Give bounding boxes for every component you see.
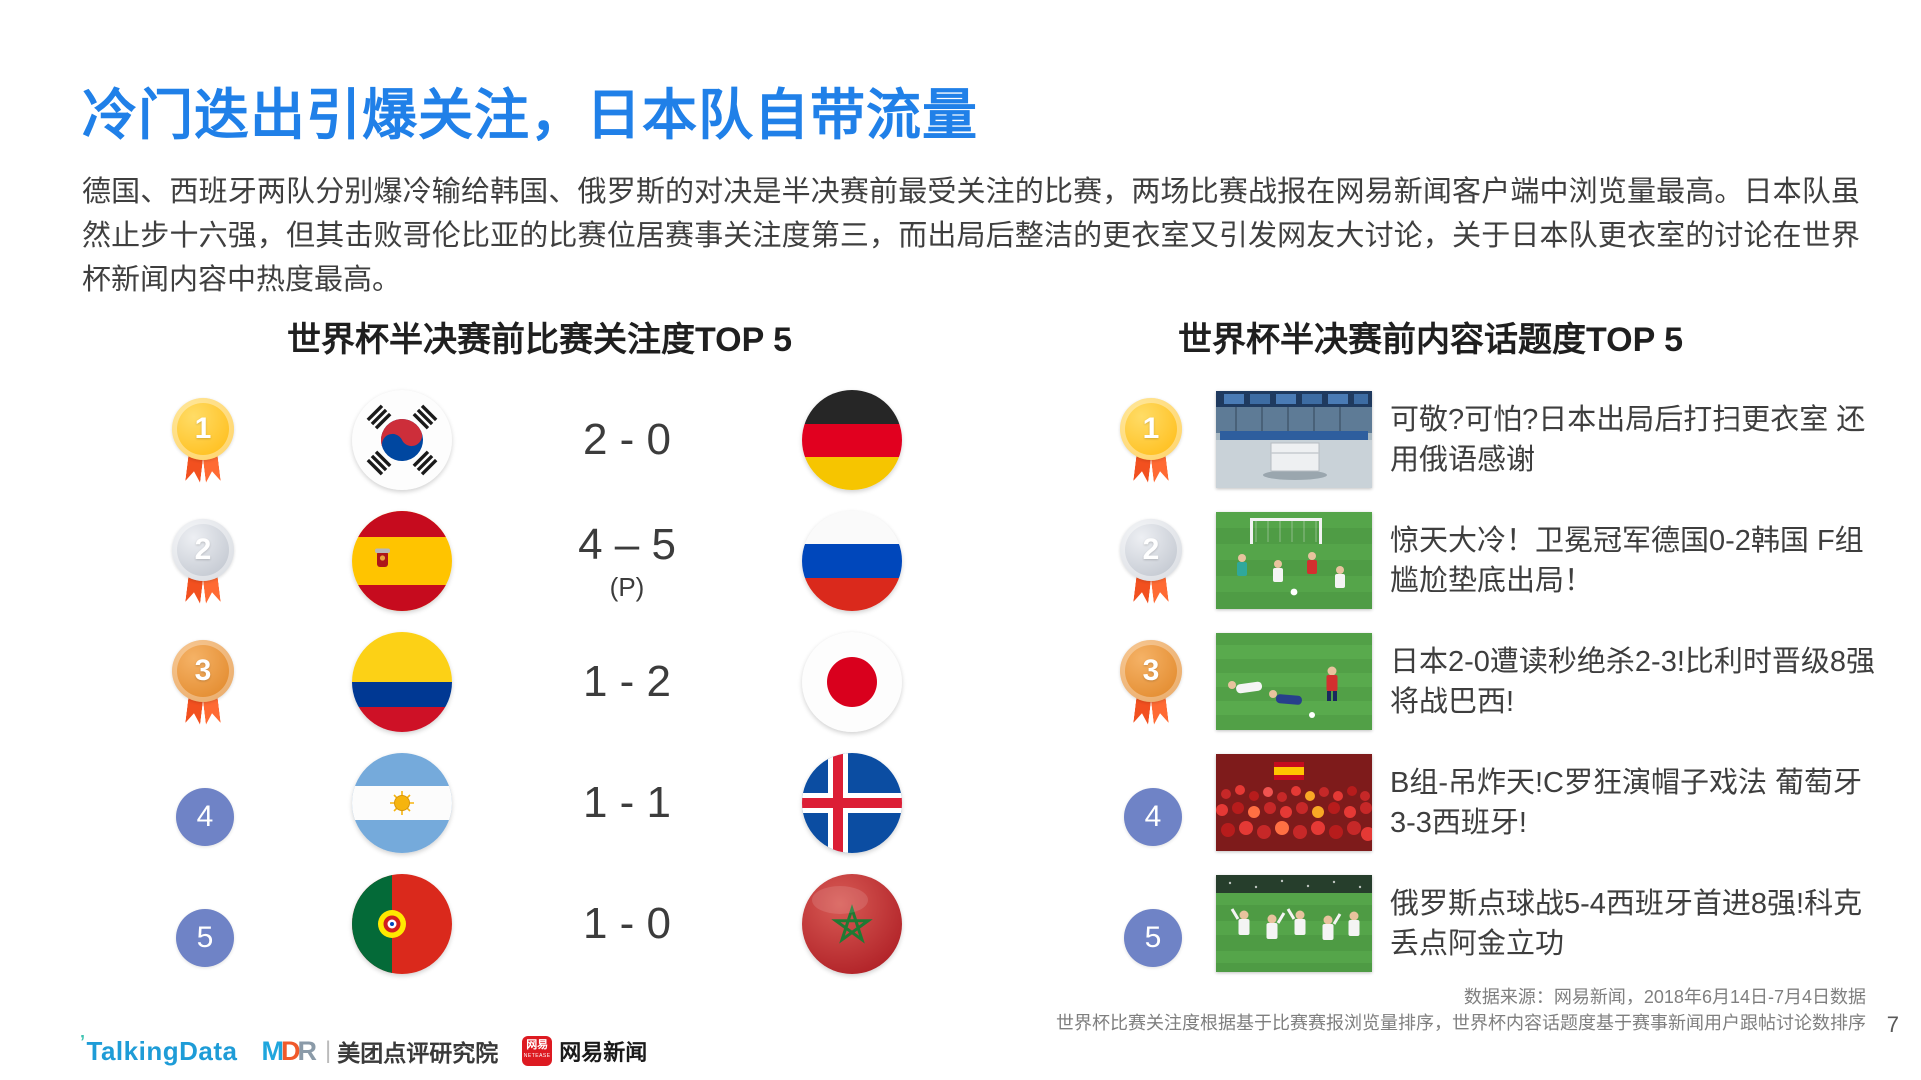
flag-colombia-icon: [352, 632, 452, 732]
logo-divider: |: [324, 1037, 332, 1064]
mdr-letter-r: R: [297, 1035, 317, 1066]
rank-5-badge: 5: [1120, 882, 1182, 978]
footer-logos: ’ TalkingData M D R | 美团点评研究院 网易 NETEASE…: [80, 1032, 647, 1068]
flag-russia-icon: [802, 511, 902, 611]
score-block: 1 - 0: [542, 868, 712, 980]
rank-1-medal-icon: 1: [172, 398, 234, 494]
talkingdata-tick-icon: ’: [80, 1031, 86, 1052]
topic-row-5: 5 俄罗斯点球战5-4西班牙首进8强!科克丢点阿金立功: [1118, 868, 1888, 980]
flag-spain-icon: [352, 511, 452, 611]
news-headline: 可敬?可怕?日本出局后打扫更衣室 还用俄语感谢: [1390, 404, 1866, 476]
rank-4-badge: 4: [172, 761, 234, 857]
match-row-1: 1 2 - 0: [170, 384, 930, 496]
score-block: 1 - 2: [542, 626, 712, 738]
score-block: 4 – 5 (P): [542, 505, 712, 617]
topic-row-4: 4 B组-吊炸天!C罗狂演帽子戏法 葡萄牙3-3西班牙!: [1118, 747, 1888, 859]
rank-5-badge: 5: [172, 882, 234, 978]
rank-1-medal-icon: 1: [1120, 398, 1182, 494]
rank-3-medal-icon: 3: [172, 640, 234, 736]
match-score: 4 – 5: [578, 519, 676, 569]
flag-portugal-icon: [352, 874, 452, 974]
netease-icon-sub: NETEASE: [523, 1053, 551, 1059]
page-number: 7: [1886, 1012, 1899, 1037]
flag-iceland-icon: [802, 753, 902, 853]
match-score: 2 - 0: [582, 415, 672, 464]
flag-argentina-icon: [352, 753, 452, 853]
news-headline: 惊天大冷！卫冕冠军德国0-2韩国 F组尴尬垫底出局！: [1390, 525, 1864, 597]
rank-number: 1: [1120, 398, 1182, 460]
flag-south-korea-icon: [352, 390, 452, 490]
news-headline: 日本2-0遭读秒绝杀2-3!比利时晋级8强将战巴西!: [1390, 646, 1876, 718]
germany-korea-match-photo: [1216, 512, 1372, 609]
meituan-research-label: 美团点评研究院: [337, 1040, 499, 1066]
match-row-2: 2 4 – 5 (P): [170, 505, 930, 617]
match-score: 1 - 0: [582, 899, 672, 948]
news-headline: B组-吊炸天!C罗狂演帽子戏法 葡萄牙3-3西班牙!: [1390, 767, 1863, 839]
rank-number: 5: [1124, 909, 1182, 967]
rank-number: 2: [172, 519, 234, 581]
penalty-note: (P): [609, 571, 645, 602]
rank-number: 4: [1124, 788, 1182, 846]
netease-news-label: 网易新闻: [559, 1040, 648, 1065]
netease-icon: 网易 NETEASE: [522, 1036, 553, 1066]
rank-2-medal-icon: 2: [172, 519, 234, 615]
page-title: 冷门迭出引爆关注，日本队自带流量: [82, 84, 979, 146]
locker-room-photo: [1216, 391, 1372, 488]
left-panel-heading: 世界杯半决赛前比赛关注度TOP 5: [287, 321, 793, 359]
rank-number: 2: [1120, 519, 1182, 581]
mdr-letter-d: D: [280, 1035, 301, 1066]
flag-morocco-icon: [802, 874, 902, 974]
meituan-dianping-research-logo: M D R | 美团点评研究院: [261, 1034, 498, 1068]
talkingdata-wordmark: TalkingData: [86, 1035, 238, 1066]
intro-paragraph: 德国、西班牙两队分别爆冷输给韩国、俄罗斯的对决是半决赛前最受关注的比赛，两场比赛…: [82, 176, 1860, 296]
rank-number: 1: [172, 398, 234, 460]
match-row-5: 5 1 - 0: [170, 868, 930, 980]
score-block: 1 - 1: [542, 747, 712, 859]
news-headline: 俄罗斯点球战5-4西班牙首进8强!科克丢点阿金立功: [1390, 888, 1863, 960]
rank-3-medal-icon: 3: [1120, 640, 1182, 736]
rank-number: 4: [176, 788, 234, 846]
japan-belgium-match-photo: [1216, 633, 1372, 730]
netease-news-logo: 网易 NETEASE 网易新闻: [522, 1035, 647, 1067]
source-line-1: 数据来源：网易新闻，2018年6月14日-7月4日数据: [1463, 987, 1866, 1007]
match-score: 1 - 1: [582, 778, 672, 827]
rank-2-medal-icon: 2: [1120, 519, 1182, 615]
right-panel-heading: 世界杯半决赛前内容话题度TOP 5: [1178, 321, 1684, 359]
score-block: 2 - 0: [542, 384, 712, 496]
rank-4-badge: 4: [1120, 761, 1182, 857]
netease-icon-text: 网易: [526, 1039, 549, 1051]
match-score: 1 - 2: [582, 657, 672, 706]
mdr-letter-m: M: [261, 1035, 284, 1066]
rank-number: 3: [172, 640, 234, 702]
source-line-2: 世界杯比赛关注度根据基于比赛赛报浏览量排序，世界杯内容话题度基于赛事新闻用户跟帖…: [1056, 1013, 1866, 1033]
topic-row-2: 2 惊天大冷！卫冕冠军德国0-2韩国 F组尴尬垫底出局！: [1118, 505, 1888, 617]
flag-germany-icon: [802, 390, 902, 490]
match-row-4: 4 1 - 1: [170, 747, 930, 859]
flag-japan-icon: [802, 632, 902, 732]
russia-celebration-photo: [1216, 875, 1372, 972]
rank-number: 5: [176, 909, 234, 967]
topic-row-3: 3 日本2-0遭读秒绝杀2-3!比利时晋级8强将战巴西!: [1118, 626, 1888, 738]
match-row-3: 3 1 - 2: [170, 626, 930, 738]
topic-row-1: 1 可敬?可怕?日本出局后打扫更衣室 还用俄语感谢: [1118, 384, 1888, 496]
data-source-note: 数据来源：网易新闻，2018年6月14日-7月4日数据 世界杯比赛关注度根据基于…: [1056, 984, 1866, 1036]
rank-number: 3: [1120, 640, 1182, 702]
portugal-spain-fans-photo: [1216, 754, 1372, 851]
talkingdata-logo: ’ TalkingData: [80, 1032, 238, 1067]
